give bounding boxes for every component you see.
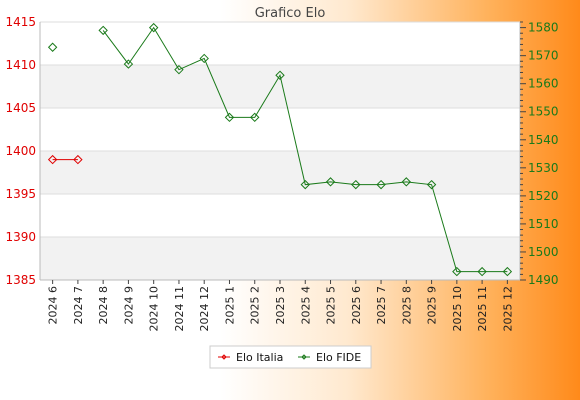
left-tick-label: 1385 [5,273,36,287]
x-axis: 2024 6 2024 7 2024 8 2024 9 2024 10 2024 11 20… [47,280,514,332]
legend-marker [301,354,307,360]
right-tick-label: 1570 [528,49,559,63]
x-tick-label: 2024 6 [47,286,60,325]
data-point [148,22,159,33]
right-tick-label: 1510 [528,217,559,231]
legend-item: Elo FIDE [298,351,361,364]
data-point [300,179,310,190]
legend-label: Elo FIDE [316,351,361,364]
x-tick-label: 2025 3 [274,286,287,325]
x-tick-label: 2025 7 [375,286,388,325]
x-tick-label: 2025 4 [299,286,312,325]
x-tick-label: 2024 12 [198,286,211,332]
data-point [275,70,285,80]
data-point [47,154,58,165]
legend-item: Elo Italia [218,351,283,364]
right-tick-label: 1490 [528,273,559,287]
legend-box [209,345,372,369]
x-tick-label: 2024 8 [97,286,110,325]
data-point [502,266,513,277]
x-tick-label: 2025 12 [501,286,514,332]
series-line [102,26,508,273]
plot-band [40,237,520,280]
data-point [98,25,108,36]
data-point [73,154,83,165]
x-tick-label: 2025 11 [476,286,489,332]
series-elo-italia [47,154,83,165]
right-tick-label: 1550 [528,105,559,119]
plot-band [40,65,520,108]
right-tick-label: 1540 [528,133,559,147]
data-point [123,59,134,69]
legend: Elo Italia Elo FIDE [209,345,372,369]
right-tick-label: 1580 [528,21,559,35]
right-tick-label: 1560 [528,77,559,91]
data-point [174,64,184,75]
x-tick-label: 2024 7 [72,286,85,325]
right-tick-label: 1530 [528,161,559,175]
plot-band [40,151,520,194]
chart-title: Grafico Elo [255,6,326,21]
legend-marker [221,354,227,360]
data-point [376,179,386,190]
left-tick-label: 1415 [5,15,36,29]
left-axis: 1385 1390 1395 1400 1405 1410 1415 [5,15,36,287]
data-point [401,177,412,187]
right-tick-label: 1500 [528,245,559,259]
left-tick-label: 1400 [5,144,36,158]
left-tick-label: 1390 [5,230,36,244]
x-tick-label: 2024 9 [122,286,135,325]
data-point [452,266,462,277]
data-point [426,179,437,190]
x-tick-label: 2024 10 [148,286,161,332]
series-layer [47,22,513,277]
data-point [477,266,487,277]
x-tick-label: 2025 9 [426,286,439,325]
data-point [47,42,58,52]
x-tick-label: 2025 1 [223,286,236,325]
data-point [250,112,260,123]
x-tick-label: 2025 10 [451,286,464,332]
x-tick-label: 2024 11 [173,286,186,332]
series-elo-fide [47,22,513,277]
x-tick-label: 2025 2 [249,286,262,325]
x-tick-label: 2025 8 [400,286,413,325]
left-tick-label: 1395 [5,187,36,201]
data-point [199,53,209,64]
data-point [224,112,235,123]
x-tick-label: 2025 6 [350,286,363,325]
left-tick-label: 1410 [5,58,36,72]
right-axis: 1490 1500 1510 1520 1530 1540 1550 1560 1570 1580 [520,21,559,287]
right-tick-label: 1520 [528,189,559,203]
legend-label: Elo Italia [236,351,283,364]
left-tick-label: 1405 [5,101,36,115]
data-point [325,177,336,187]
data-point [351,179,361,190]
x-tick-label: 2025 5 [325,286,338,325]
